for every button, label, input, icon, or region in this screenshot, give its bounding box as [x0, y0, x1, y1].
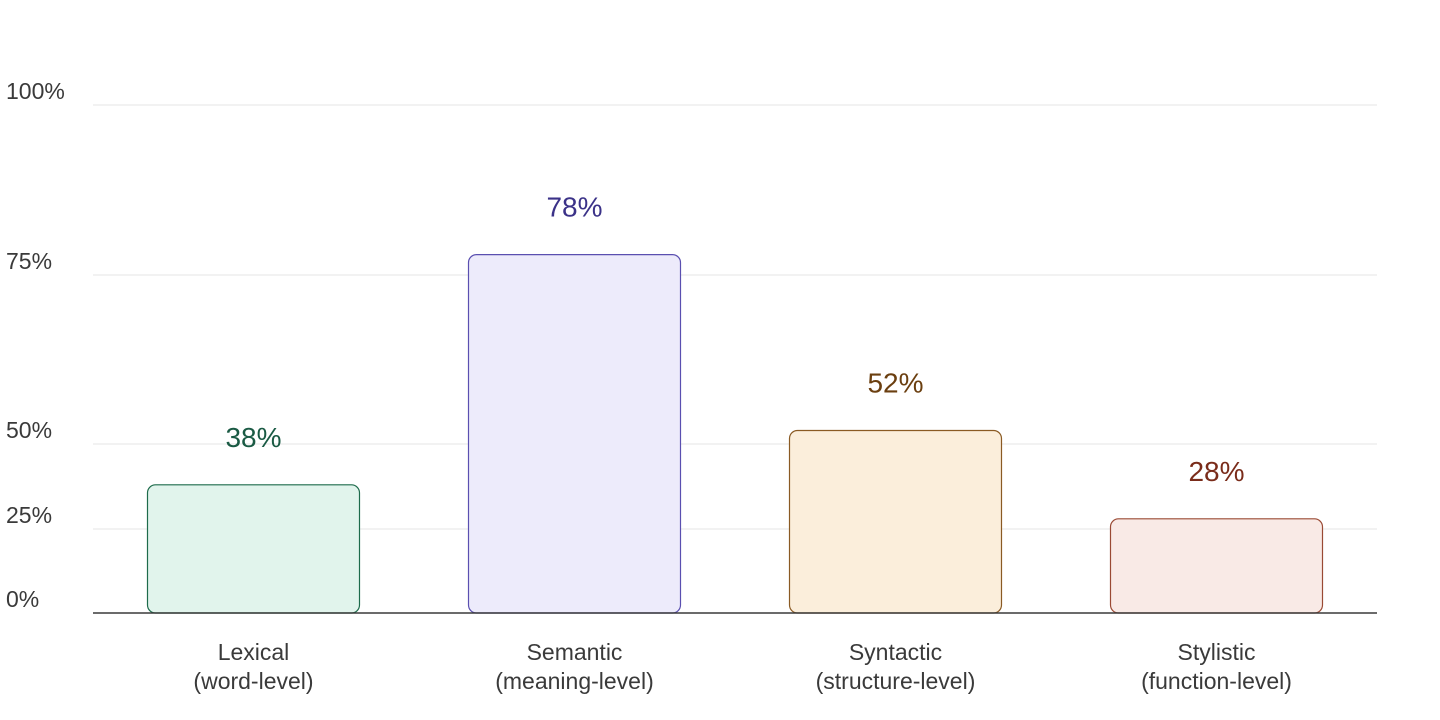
- bar-value-label: 38%: [225, 422, 281, 453]
- bar-semantic[interactable]: [467, 254, 682, 614]
- bar-value-label: 52%: [867, 367, 923, 398]
- bar-lexical[interactable]: [146, 484, 361, 614]
- bar-value-label: 78%: [546, 192, 602, 223]
- bar-value-label: 28%: [1188, 456, 1244, 487]
- bar-stylistic[interactable]: [1109, 518, 1324, 614]
- x-tick-label: Lexical: [218, 639, 290, 665]
- y-tick-label: 25%: [6, 502, 52, 528]
- x-tick-sublabel: (meaning-level): [495, 668, 654, 694]
- bar-syntactic[interactable]: [788, 429, 1003, 614]
- x-tick-sublabel: (structure-level): [816, 668, 976, 694]
- x-tick-label: Stylistic: [1178, 639, 1256, 665]
- y-tick-label: 50%: [6, 417, 52, 443]
- x-tick-sublabel: (word-level): [193, 668, 313, 694]
- x-tick-sublabel: (function-level): [1141, 668, 1292, 694]
- x-tick-label: Syntactic: [849, 639, 942, 665]
- y-tick-label: 75%: [6, 248, 52, 274]
- y-tick-label: 0%: [6, 586, 39, 612]
- x-tick-label: Semantic: [527, 639, 623, 665]
- y-tick-label: 100%: [6, 78, 65, 104]
